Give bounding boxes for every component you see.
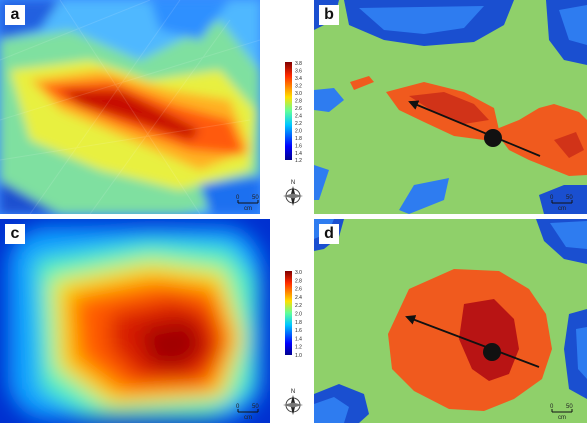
panel-b: 0 50 cm b [314, 0, 587, 214]
scale-bar: 0 50 cm [236, 195, 259, 212]
legend-a-tick: 1.8 [295, 136, 302, 142]
legend-c-tick: 2.2 [295, 303, 302, 309]
scale-end: 50 [566, 404, 573, 410]
legend-a-tick: 1.2 [295, 158, 302, 164]
direction-arrow-icon [408, 100, 541, 157]
legend-c-tick: 3.0 [295, 270, 302, 276]
scale-start: 0 [236, 404, 240, 410]
legend-c-tick: 1.2 [295, 345, 302, 351]
scale-bar: 0 50 cm [550, 195, 573, 212]
scale-unit: cm [558, 415, 566, 421]
classified-map-d: 0 50 cm [314, 219, 587, 423]
legend-a-tick: 1.6 [295, 144, 302, 150]
scale-end: 50 [252, 195, 259, 201]
legend-a-tick: 3.8 [295, 61, 302, 67]
north-arrow-icon: N [283, 389, 303, 415]
legend-a-tick: 2.0 [295, 129, 302, 135]
scale-end: 50 [566, 195, 573, 201]
legend-a-tick: 3.0 [295, 91, 302, 97]
panel-d: 0 50 cm d [314, 219, 587, 423]
panel-c: 3.0 2.8 2.6 2.4 2.2 2.0 1.8 1.6 1.4 1.2 … [0, 219, 310, 423]
legend-a-tick: 3.2 [295, 84, 302, 90]
north-letter: N [291, 389, 295, 395]
classified-map-b: 0 50 cm [314, 0, 587, 214]
legend-a-tick: 2.2 [295, 121, 302, 127]
legend-c-tick: 2.0 [295, 312, 302, 318]
heatmap-a: 3.8 3.6 3.4 3.2 3.0 2.8 2.6 2.4 2.2 2.0 … [0, 0, 310, 214]
scale-end: 50 [252, 404, 259, 410]
scale-bar: 0 50 cm [550, 404, 573, 421]
legend-a-tick: 2.4 [295, 114, 302, 120]
legend-c-tick: 1.6 [295, 328, 302, 334]
legend-c-tick: 2.6 [295, 287, 302, 293]
legend-a-tick: 3.6 [295, 69, 302, 75]
heatmap-c: 3.0 2.8 2.6 2.4 2.2 2.0 1.8 1.6 1.4 1.2 … [0, 219, 310, 423]
scale-start: 0 [550, 195, 554, 201]
scale-unit: cm [244, 415, 252, 421]
legend-c-tick: 2.4 [295, 295, 302, 301]
direction-arrow-icon [405, 315, 540, 368]
legend-a-tick: 2.8 [295, 99, 302, 105]
north-arrow-icon: N [283, 180, 303, 206]
source-point [484, 129, 502, 147]
legend-a-tick: 1.4 [295, 151, 302, 157]
panel-label-a: a [5, 5, 25, 25]
legend-a-tick: 3.4 [295, 76, 302, 82]
legend-c-tick: 1.8 [295, 320, 302, 326]
scale-unit: cm [558, 206, 566, 212]
panel-label-b: b [319, 5, 339, 25]
scale-start: 0 [236, 195, 240, 201]
source-point [483, 343, 501, 361]
legend-c-tick: 1.0 [295, 353, 302, 359]
scale-unit: cm [244, 206, 252, 212]
scale-bar: 0 50 cm [236, 404, 259, 421]
legend-c-tick: 2.8 [295, 278, 302, 284]
colorbar-a [285, 62, 292, 160]
north-letter: N [291, 180, 295, 186]
scale-start: 0 [550, 404, 554, 410]
panel-a: 3.8 3.6 3.4 3.2 3.0 2.8 2.6 2.4 2.2 2.0 … [0, 0, 310, 214]
panel-label-c: c [5, 224, 25, 244]
legend-a-tick: 2.6 [295, 106, 302, 112]
legend-c-tick: 1.4 [295, 336, 302, 342]
panel-label-d: d [319, 224, 339, 244]
colorbar-c [285, 271, 292, 355]
